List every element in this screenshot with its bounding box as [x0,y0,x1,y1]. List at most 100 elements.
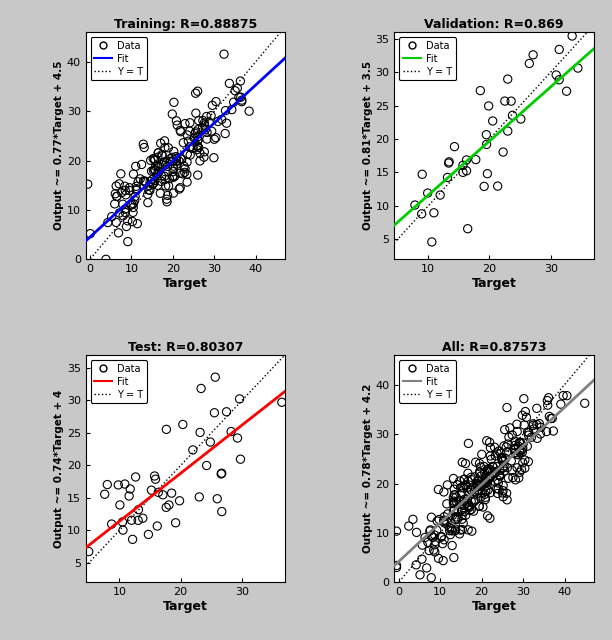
Point [449,552,459,563]
Point [140,142,149,152]
Point [434,553,444,563]
Point [518,458,528,468]
Point [528,419,538,429]
Point [143,189,152,200]
Point [488,116,498,126]
Point [112,191,122,202]
Point [466,485,476,495]
Point [442,509,452,519]
Point [483,474,493,484]
Point [180,164,190,174]
Point [502,488,512,499]
Point [392,561,401,571]
Point [475,468,485,478]
Point [479,181,489,191]
Title: Training: R=0.88875: Training: R=0.88875 [114,18,257,31]
Point [510,440,520,451]
Point [477,449,487,460]
Point [501,442,511,452]
Title: All: R=0.87573: All: R=0.87573 [442,340,547,354]
Point [157,159,166,170]
Point [457,524,467,534]
Point [138,139,148,149]
Point [168,109,177,119]
Point [498,456,508,467]
Point [457,500,467,510]
Point [164,180,174,191]
Point [162,157,171,167]
Point [493,475,502,485]
Point [174,156,184,166]
Point [115,500,125,510]
Point [505,423,515,433]
Point [466,496,476,506]
Point [542,426,551,436]
Point [516,114,526,124]
Point [476,462,485,472]
Point [144,180,154,191]
Point [127,200,137,210]
Point [428,532,438,543]
Point [479,479,489,489]
Point [476,479,486,490]
Point [523,456,533,467]
Point [543,400,553,410]
Point [117,188,127,198]
Point [447,524,457,534]
Point [169,147,179,157]
Point [453,506,463,516]
Point [498,463,508,473]
Point [427,531,436,541]
Point [452,512,461,522]
Point [185,142,195,152]
Point [515,448,525,458]
Point [168,157,177,167]
Point [236,454,245,464]
Point [217,506,226,516]
Point [178,419,188,429]
Point [244,324,254,335]
X-axis label: Target: Target [472,600,517,613]
Point [412,527,422,538]
Point [193,135,203,145]
Point [190,133,200,143]
Point [478,502,488,512]
Point [512,426,522,436]
Point [521,412,531,422]
Point [558,390,568,401]
Point [165,154,175,164]
Point [438,556,448,566]
Point [427,237,437,247]
Point [482,168,492,179]
Point [545,412,554,422]
Point [168,172,178,182]
Point [150,471,160,481]
Point [207,100,217,111]
Point [467,526,477,536]
Point [417,209,427,219]
Point [120,181,130,191]
Point [504,432,514,442]
Point [148,154,158,164]
Point [528,420,538,431]
Point [474,485,484,495]
Point [139,176,149,186]
Point [168,188,178,198]
Point [532,419,542,429]
Point [513,441,523,451]
Point [480,477,490,488]
Point [169,161,179,172]
Point [452,497,461,507]
Point [481,486,491,496]
Point [158,490,168,500]
Point [202,460,212,470]
Point [425,525,435,535]
Point [464,500,474,511]
Point [517,444,527,454]
Point [494,470,504,481]
Point [150,154,160,164]
Point [112,191,122,202]
Point [145,185,155,195]
Point [120,204,130,214]
Point [447,540,457,550]
